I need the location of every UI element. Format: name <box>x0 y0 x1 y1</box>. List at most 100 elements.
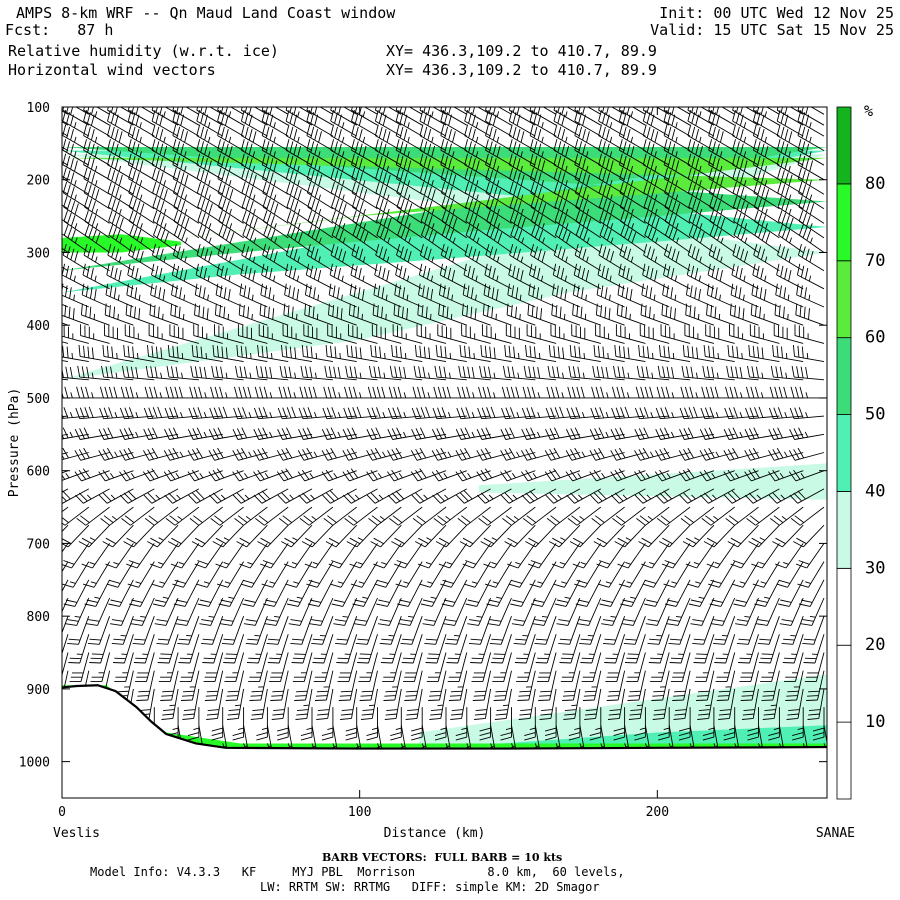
wind-barb <box>254 386 289 399</box>
wind-barb <box>797 153 825 181</box>
wind-barb <box>655 407 691 420</box>
wind-barb <box>776 139 804 166</box>
wind-barb <box>306 153 334 181</box>
wind-barb <box>468 616 492 645</box>
wind-barb <box>732 139 759 166</box>
wind-barb <box>554 210 581 239</box>
wind-barb <box>431 469 467 482</box>
wind-barb <box>474 688 492 720</box>
wind-barb <box>322 488 357 504</box>
wind-barb <box>529 263 557 290</box>
wind-barb <box>509 181 536 210</box>
wind-barb <box>107 109 134 137</box>
wind-barb <box>700 107 715 115</box>
wind-barb <box>253 107 268 115</box>
wind-barb <box>476 447 512 461</box>
wind-barb <box>615 324 646 344</box>
wind-barb <box>636 506 670 526</box>
wind-barb <box>726 365 759 381</box>
wind-barb <box>236 524 268 548</box>
wind-barb <box>63 196 90 224</box>
wind-barb <box>349 543 378 569</box>
wind-barb <box>432 488 468 504</box>
wind-barb <box>286 196 313 224</box>
wind-barb <box>545 488 581 504</box>
wind-barb <box>739 652 759 683</box>
wind-barb <box>143 406 179 420</box>
wind-barb <box>414 524 447 548</box>
wind-barb <box>666 597 691 626</box>
wind-barb <box>298 488 334 504</box>
wind-barb <box>553 167 581 195</box>
wind-barb <box>352 224 378 253</box>
wind-barb <box>395 139 423 166</box>
wind-barb <box>264 597 289 626</box>
wind-barb <box>593 524 625 548</box>
wind-barb <box>261 561 289 588</box>
wind-barb <box>440 107 468 126</box>
wind-barb <box>477 406 512 420</box>
forecast-hour: Fcst: 87 h <box>5 21 114 39</box>
wind-barb <box>366 488 402 504</box>
colorbar-swatch <box>836 644 852 723</box>
wind-barb <box>526 324 557 344</box>
wind-barb <box>394 543 423 569</box>
wind-barb <box>306 107 334 126</box>
wind-barb <box>431 447 467 461</box>
wind-barb <box>140 107 155 115</box>
wind-barb <box>776 153 804 181</box>
wind-barb <box>566 407 601 420</box>
wind-barb <box>455 427 491 440</box>
wind-barb <box>401 634 423 664</box>
wind-barb <box>99 407 134 420</box>
wind-barb <box>486 224 512 253</box>
wind-barb <box>521 407 557 420</box>
wind-barb <box>790 506 825 526</box>
wind-barb <box>465 210 491 239</box>
wind-barb <box>172 243 200 272</box>
wind-barb <box>614 524 646 548</box>
wind-barb <box>661 303 691 326</box>
wind-barb <box>432 407 467 420</box>
wind-barb <box>773 324 804 344</box>
wind-barb <box>278 506 313 526</box>
wind-barb <box>701 386 735 399</box>
wind-barb <box>548 344 580 363</box>
wind-barb <box>706 283 735 308</box>
wind-barb <box>232 488 268 504</box>
wind-barb <box>397 579 423 607</box>
wind-barb <box>420 210 447 239</box>
wind-barb <box>210 386 244 399</box>
wind-barb <box>363 107 378 115</box>
wind-barb <box>99 386 134 399</box>
wind-barb <box>509 167 536 195</box>
wind-barb <box>789 407 825 420</box>
wind-barb <box>217 153 244 181</box>
wind-barb <box>375 167 402 195</box>
wind-barb <box>376 224 402 253</box>
wind-barb <box>530 196 557 224</box>
wind-barb <box>411 406 447 420</box>
x-tick-label: 100 <box>348 805 371 820</box>
wind-barb <box>351 153 378 181</box>
wind-barb <box>699 469 735 482</box>
wind-barb <box>598 167 625 195</box>
wind-barb <box>82 263 110 290</box>
wind-barb <box>375 181 402 210</box>
wind-barb <box>321 469 357 482</box>
wind-barb <box>581 652 602 683</box>
wind-barb <box>208 447 244 461</box>
wind-barb <box>323 506 357 526</box>
wind-barb <box>510 224 536 253</box>
wind-barb <box>80 324 110 344</box>
wind-barb <box>245 616 268 645</box>
wind-barb <box>367 407 402 420</box>
wind-barb <box>375 196 402 224</box>
wind-barb <box>500 707 512 741</box>
wind-barb <box>656 506 691 526</box>
wind-barb <box>120 386 155 399</box>
wind-barb <box>641 543 670 569</box>
wind-barb <box>793 524 825 548</box>
wind-barb <box>163 469 200 482</box>
wind-barb <box>810 107 825 115</box>
